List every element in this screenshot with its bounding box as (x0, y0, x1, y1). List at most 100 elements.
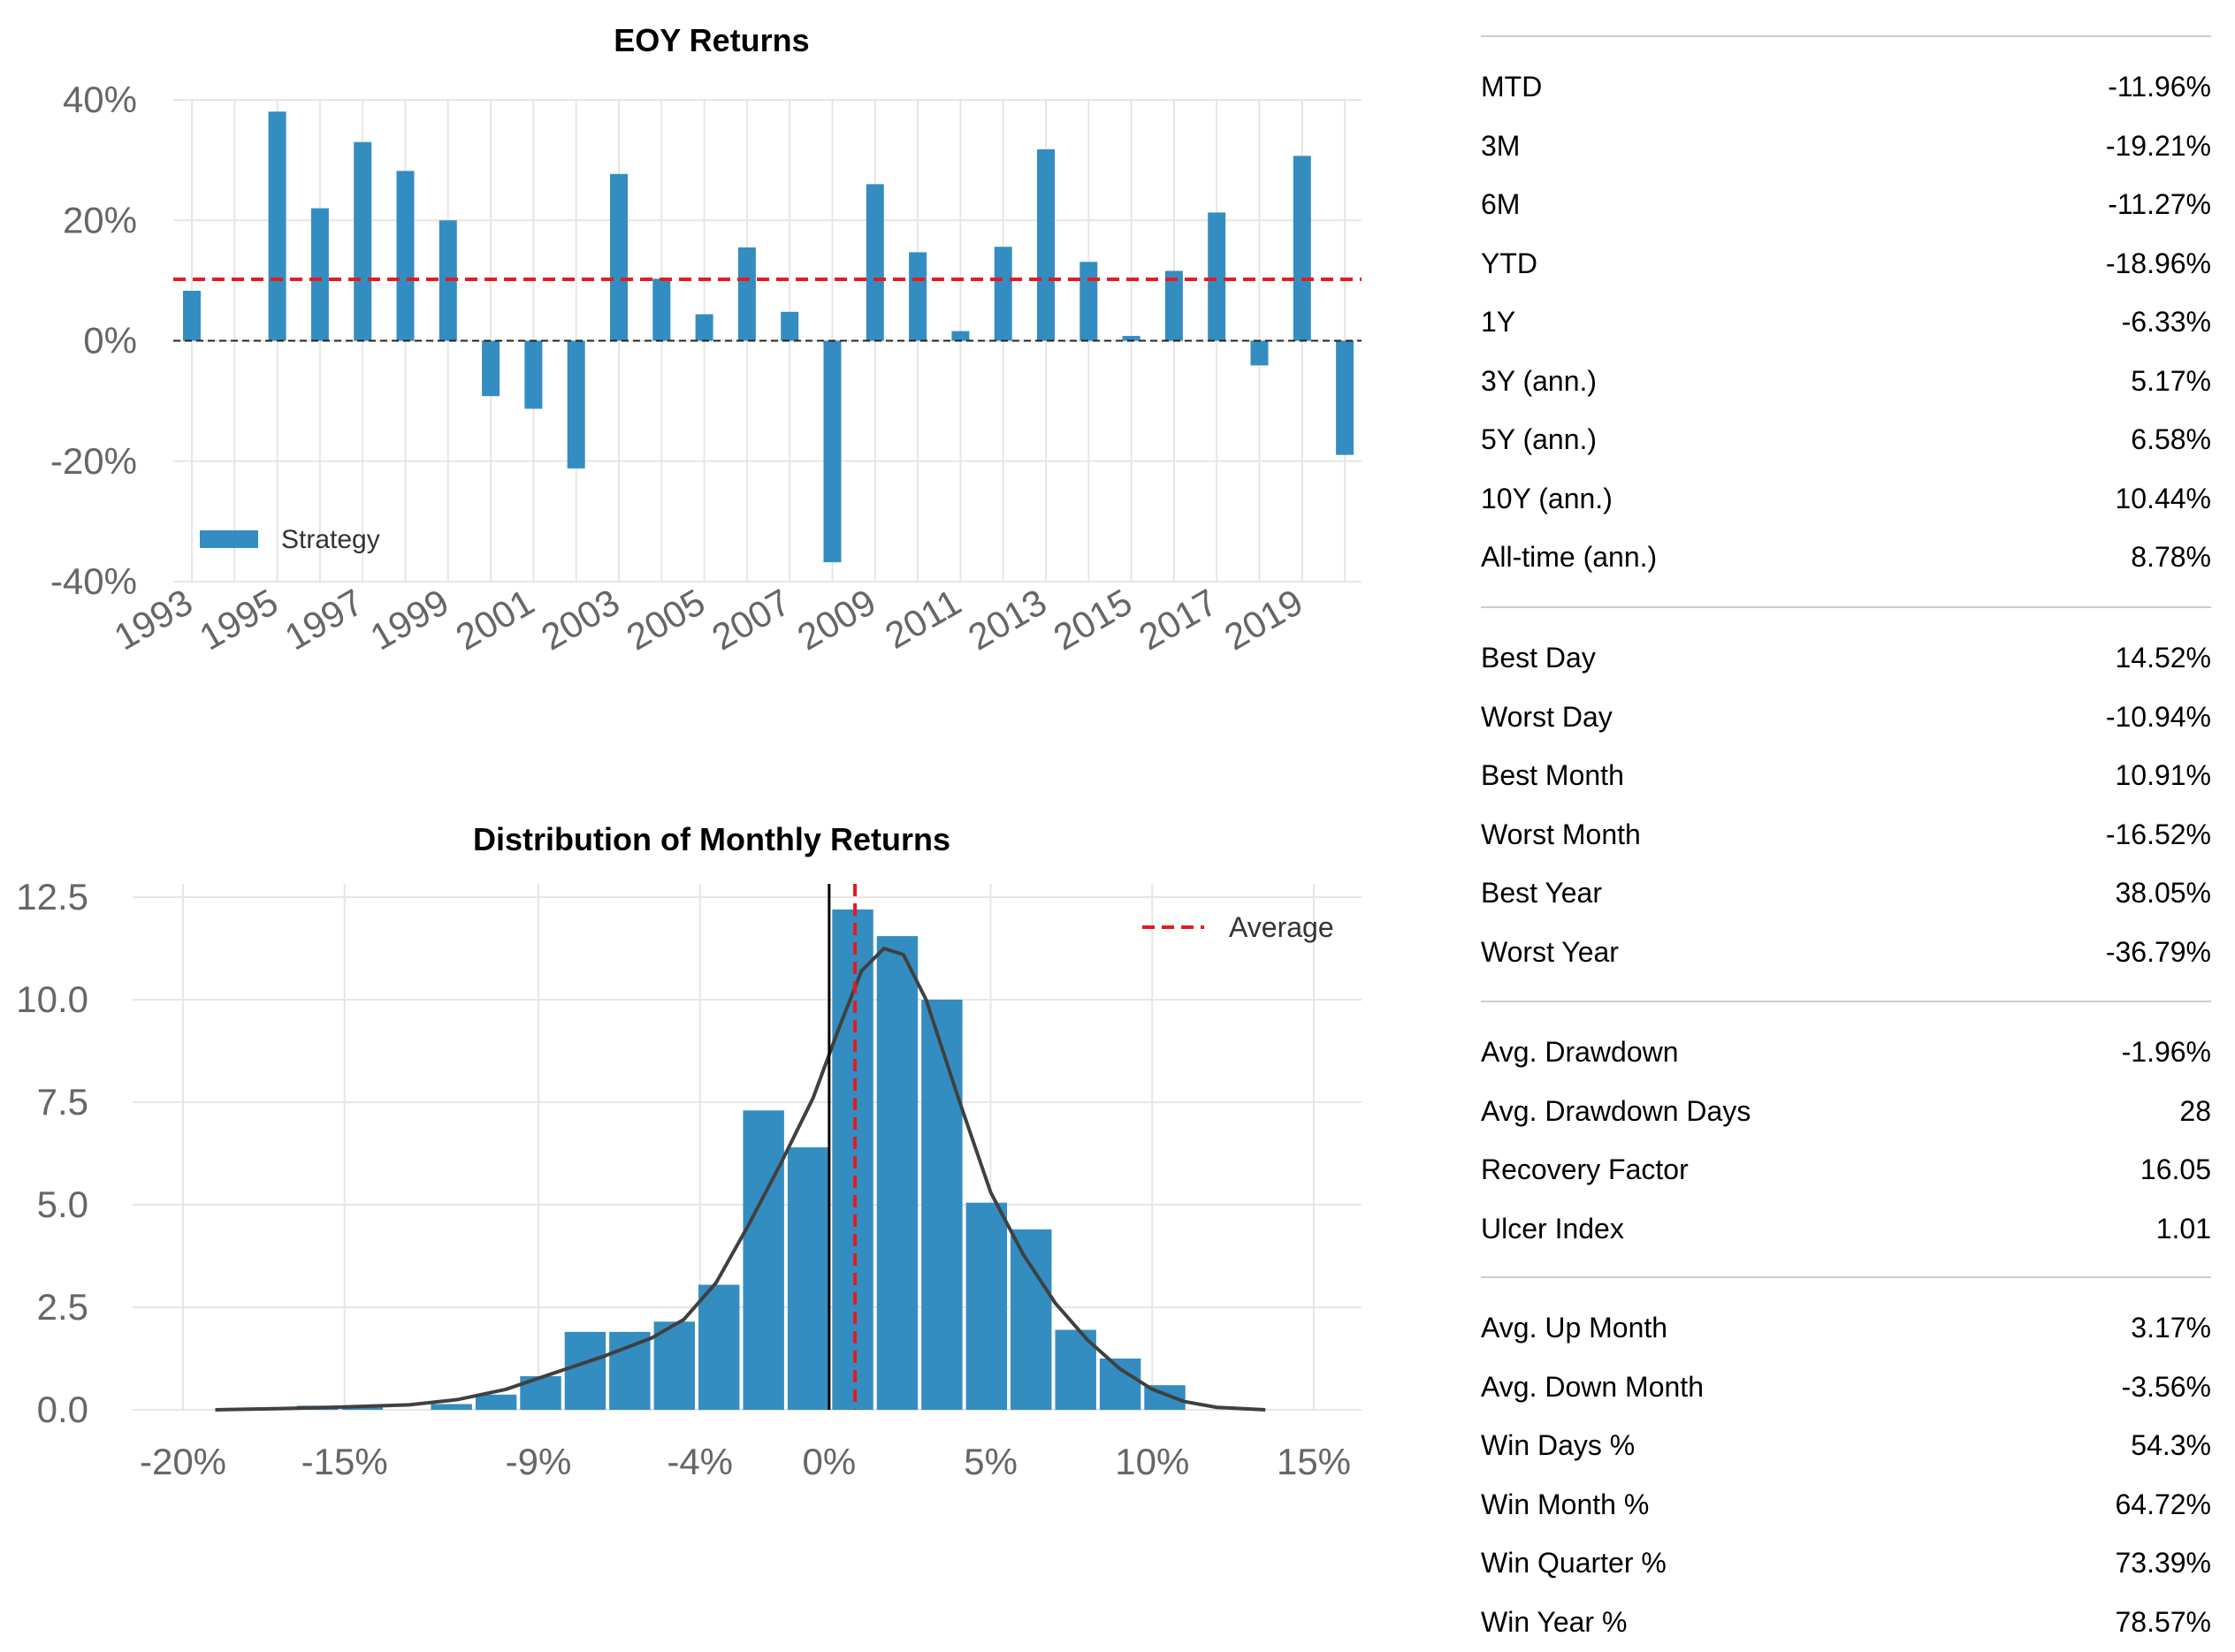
dist-bar (876, 936, 919, 1410)
metric-value: 14.52% (2115, 642, 2211, 674)
dist-x-axis: -20% -15% -9% -4% 0% 5% 10% 15% (140, 1441, 1351, 1482)
eoy-bar-2006 (737, 247, 756, 341)
metric-row: Worst Year -36.79% (1481, 924, 2211, 982)
eoy-xtick-label: 2007 (705, 581, 797, 658)
metric-value: -6.33% (2121, 306, 2211, 338)
metric-label: Win Quarter % (1481, 1547, 1667, 1579)
metric-value: 5.17% (2131, 364, 2211, 397)
metric-label: YTD (1481, 247, 1537, 279)
dist-reference-lines (828, 884, 858, 1410)
metric-label: 3Y (ann.) (1481, 364, 1598, 397)
metric-value: 8.78% (2131, 541, 2211, 573)
metric-label: 3M (1481, 129, 1521, 162)
dist-bar (564, 1331, 606, 1410)
metrics-panel: MTD -11.96% 3M -19.21% 6M -11.27% YTD -18.96% 1Y… (1481, 0, 2211, 1638)
eoy-bar-2015 (1122, 336, 1140, 341)
metric-label: 1Y (1481, 306, 1516, 338)
dist-ytick-label: 2.5 (37, 1286, 88, 1328)
metrics-separator (1481, 1001, 2211, 1002)
metric-label: Avg. Up Month (1481, 1312, 1668, 1344)
metric-row: YTD -18.96% (1481, 235, 2211, 293)
metric-row: Ulcer Index 1.01 (1481, 1200, 2211, 1259)
dist-ytick-label: 0.0 (37, 1389, 88, 1430)
dist-bar (431, 1404, 472, 1410)
dist-xtick-label: 15% (1277, 1441, 1351, 1482)
metric-value: 6.58% (2131, 423, 2211, 455)
eoy-bar-2019 (1293, 156, 1311, 341)
eoy-bar-2003 (610, 173, 628, 341)
dist-ytick-label: 12.5 (16, 876, 88, 917)
eoy-bar-2020 (1336, 340, 1354, 455)
eoy-bar-2013 (1037, 148, 1055, 341)
metric-row: Win Quarter % 73.39% (1481, 1534, 2211, 1593)
metric-label: Win Days % (1481, 1429, 1636, 1461)
metric-row: Worst Day -10.94% (1481, 689, 2211, 747)
eoy-bar-1995 (268, 111, 286, 341)
metric-row: MTD -11.96% (1481, 58, 2211, 117)
eoy-xtick-label: 2005 (620, 581, 712, 658)
metric-row: Avg. Down Month -3.56% (1481, 1359, 2211, 1417)
eoy-bars (183, 111, 1354, 563)
eoy-bar-2001 (524, 340, 543, 409)
eoy-bar-1998 (396, 171, 415, 341)
metric-value: -19.21% (2105, 129, 2211, 162)
dist-ytick-label: 7.5 (37, 1081, 88, 1123)
dist-y-axis: 0.0 2.5 5.0 7.5 10.0 12.5 (16, 876, 88, 1430)
metric-value: 73.39% (2115, 1547, 2211, 1579)
eoy-bar-2004 (652, 278, 671, 341)
metric-label: Avg. Down Month (1481, 1370, 1704, 1403)
dist-xtick-label: 5% (964, 1441, 1018, 1482)
metric-row: 6M -11.27% (1481, 176, 2211, 234)
eoy-returns-chart: EOY Returns 40% 20% 0% -20% -40% 19931995199… (50, 22, 1362, 659)
eoy-xtick-label: 2019 (1217, 581, 1309, 658)
eoy-xtick-label: 2017 (1132, 581, 1224, 658)
dist-xtick-label: -9% (506, 1441, 572, 1482)
metric-value: -11.96% (2108, 71, 2211, 103)
eoy-bar-1997 (354, 141, 372, 341)
dist-xtick-label: -20% (140, 1441, 226, 1482)
eoy-xtick-label: 2009 (790, 581, 882, 658)
legend-label-average: Average (1229, 911, 1334, 943)
eoy-bar-2018 (1250, 340, 1269, 366)
metric-label: Best Year (1481, 877, 1602, 909)
eoy-ytick-label: -20% (50, 440, 137, 482)
metric-label: MTD (1481, 71, 1543, 103)
eoy-xtick-label: 1999 (363, 581, 455, 658)
metric-label: 6M (1481, 188, 1521, 220)
dist-bar (832, 909, 873, 1410)
eoy-bar-2017 (1208, 212, 1226, 341)
metric-value: 38.05% (2115, 877, 2211, 909)
eoy-bar-2009 (866, 184, 884, 341)
eoy-bar-2016 (1164, 270, 1183, 341)
metric-row: Win Year % 78.57% (1481, 1594, 2211, 1652)
dist-kde (215, 946, 1266, 1412)
metric-row: 10Y (ann.) 10.44% (1481, 470, 2211, 529)
eoy-bar-2005 (695, 314, 713, 341)
metric-row: Best Day 14.52% (1481, 629, 2211, 688)
eoy-xtick-label: 2011 (878, 581, 968, 657)
dist-bar (475, 1394, 517, 1410)
metrics-separator (1481, 606, 2211, 608)
dist-histogram-bars (297, 909, 1186, 1410)
eoy-bar-2012 (994, 247, 1012, 341)
metric-label: 10Y (ann.) (1481, 482, 1613, 514)
metric-value: -18.96% (2105, 247, 2211, 279)
metric-label: Worst Month (1481, 818, 1641, 850)
metric-value: 54.3% (2131, 1429, 2211, 1461)
eoy-ytick-label: -40% (50, 560, 137, 602)
metric-row: All-time (ann.) 8.78% (1481, 529, 2211, 587)
eoy-x-axis: 1993199519971999200120032005200720092011… (107, 581, 1309, 658)
metric-value: -3.56% (2121, 1370, 2211, 1403)
eoy-xtick-label: 1997 (278, 581, 370, 658)
legend-swatch-strategy (200, 530, 258, 548)
metric-row: Best Month 10.91% (1481, 747, 2211, 805)
eoy-ytick-label: 40% (63, 79, 137, 120)
legend-label-strategy: Strategy (281, 525, 380, 554)
dist-bar (787, 1147, 829, 1410)
metric-value: 28 (2179, 1094, 2211, 1127)
metric-value: -1.96% (2121, 1036, 2211, 1068)
dist-bar (921, 1000, 963, 1410)
dist-ytick-label: 10.0 (16, 978, 88, 1020)
eoy-chart-title: EOY Returns (614, 22, 809, 58)
metric-row: Worst Month -16.52% (1481, 806, 2211, 864)
